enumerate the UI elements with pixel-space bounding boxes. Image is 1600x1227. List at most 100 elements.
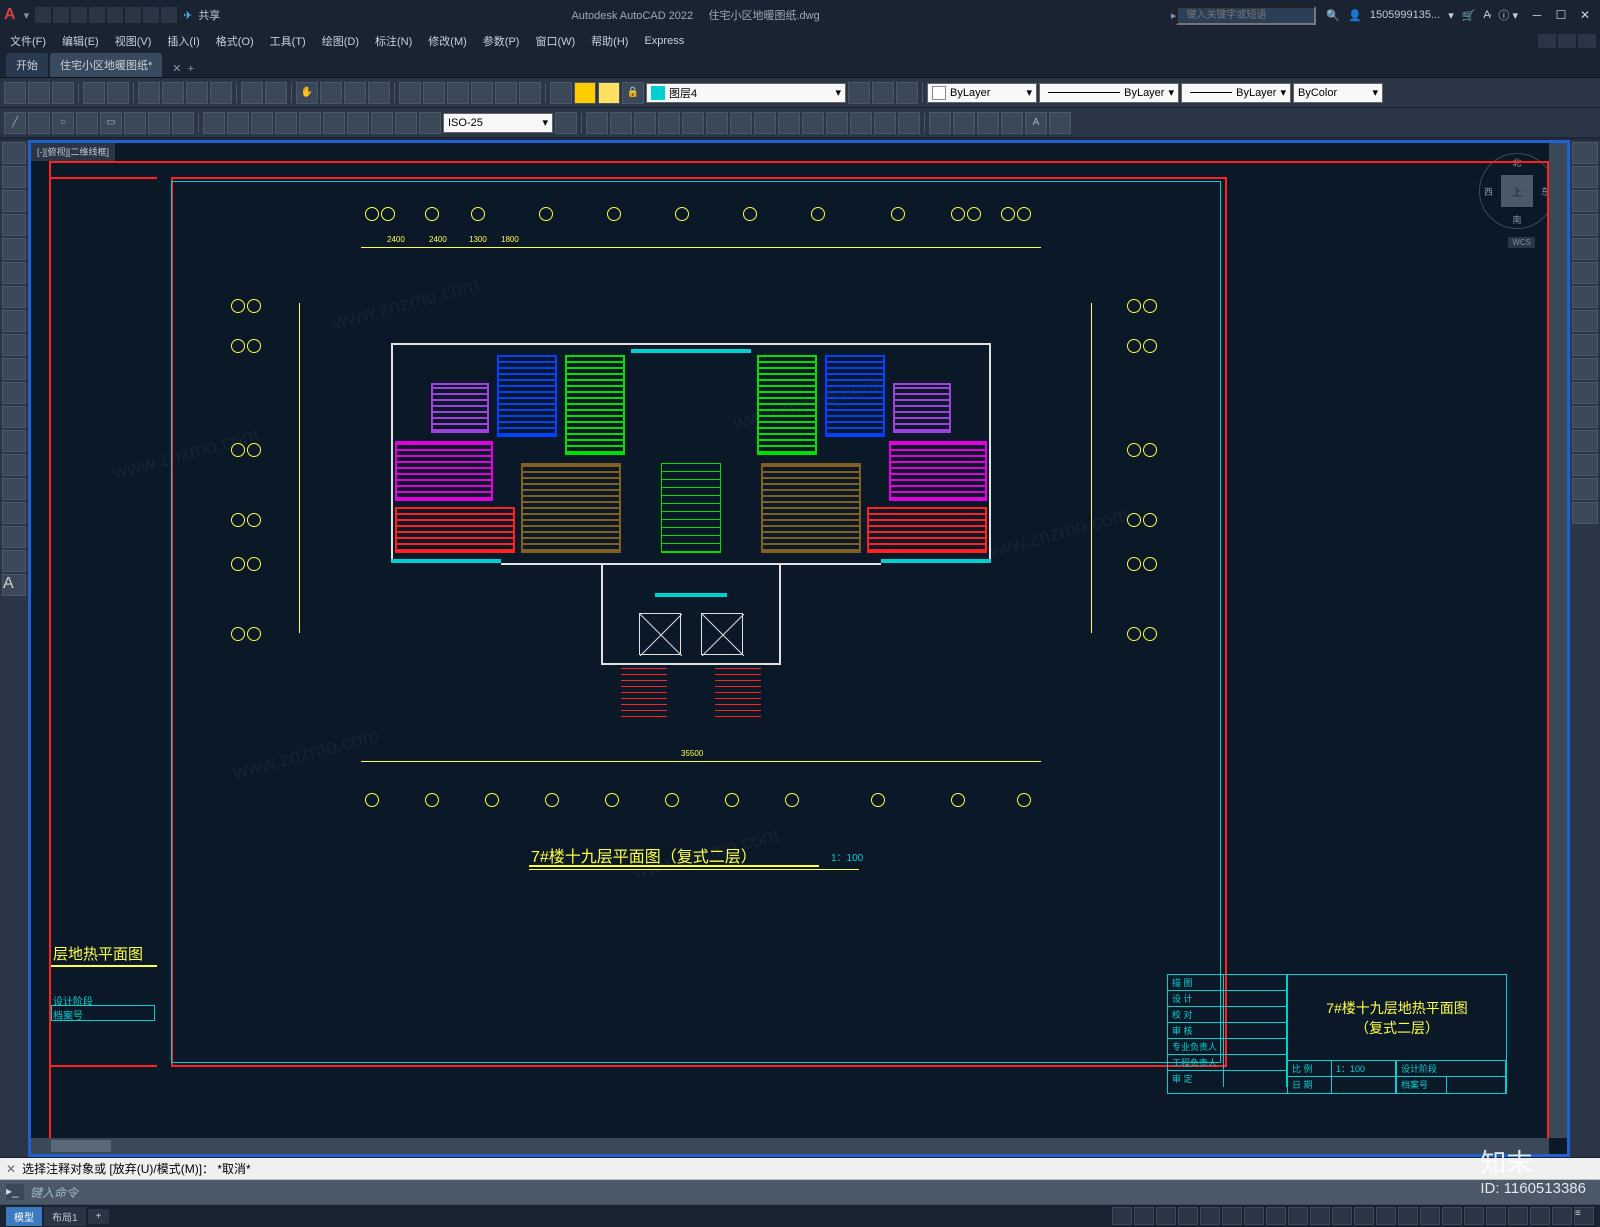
- mirror-icon[interactable]: [658, 112, 680, 134]
- paste-icon[interactable]: [186, 82, 208, 104]
- open-tool-icon[interactable]: [28, 82, 50, 104]
- join-icon[interactable]: [1572, 430, 1598, 452]
- array-icon[interactable]: [802, 112, 824, 134]
- stretch-icon[interactable]: [706, 112, 728, 134]
- dim-aligned-icon[interactable]: [227, 112, 249, 134]
- spline-icon[interactable]: [2, 334, 26, 356]
- isodraft-icon[interactable]: [1222, 1207, 1242, 1225]
- hatch2-icon[interactable]: [2, 478, 26, 500]
- cmd-close-icon[interactable]: ✕: [6, 1162, 16, 1176]
- hardware-icon[interactable]: [1530, 1207, 1550, 1225]
- lock-ui-icon[interactable]: [1486, 1207, 1506, 1225]
- otrack-icon[interactable]: [1288, 1207, 1308, 1225]
- rotate-icon[interactable]: [634, 112, 656, 134]
- plot-icon[interactable]: [125, 7, 141, 23]
- customize-icon[interactable]: ≡: [1574, 1207, 1594, 1225]
- move2-icon[interactable]: [1572, 262, 1598, 284]
- chamfer2-icon[interactable]: [1572, 454, 1598, 476]
- xline-icon[interactable]: [2, 166, 26, 188]
- mirror2-icon[interactable]: [1572, 190, 1598, 212]
- markup-icon[interactable]: [495, 82, 517, 104]
- transparency-icon[interactable]: [1332, 1207, 1352, 1225]
- region-icon[interactable]: [2, 526, 26, 548]
- props-icon[interactable]: [399, 82, 421, 104]
- polygon-icon[interactable]: [124, 112, 146, 134]
- share-icon[interactable]: ✈: [183, 9, 192, 22]
- layer-freeze-icon[interactable]: [598, 82, 620, 104]
- tab-add-button[interactable]: ✕ +: [164, 60, 202, 77]
- selcycle-icon[interactable]: [1354, 1207, 1374, 1225]
- ellipse2-icon[interactable]: [2, 358, 26, 380]
- zoomprev-icon[interactable]: [368, 82, 390, 104]
- layer-iso-icon[interactable]: [848, 82, 870, 104]
- open-icon[interactable]: [53, 7, 69, 23]
- user-icon[interactable]: 👤: [1348, 9, 1362, 22]
- layer-combo[interactable]: 图层4 ▾: [646, 83, 846, 103]
- circle-icon[interactable]: ○: [52, 112, 74, 134]
- preview-tool-icon[interactable]: [107, 82, 129, 104]
- plot-tool-icon[interactable]: [83, 82, 105, 104]
- grid-icon[interactable]: [1134, 1207, 1154, 1225]
- line2-icon[interactable]: [2, 142, 26, 164]
- mtext-icon[interactable]: [1049, 112, 1071, 134]
- menu-window[interactable]: 窗口(W): [529, 31, 581, 51]
- tab-start[interactable]: 开始: [6, 53, 48, 77]
- saveas-icon[interactable]: [89, 7, 105, 23]
- rotate2-icon[interactable]: [1572, 286, 1598, 308]
- layer-lock-icon[interactable]: 🔒: [622, 82, 644, 104]
- text-icon[interactable]: A: [1025, 112, 1047, 134]
- model-space-icon[interactable]: [1112, 1207, 1132, 1225]
- match-icon[interactable]: [210, 82, 232, 104]
- xref-icon[interactable]: [977, 112, 999, 134]
- copy-icon[interactable]: [162, 82, 184, 104]
- dimstyle-icon[interactable]: [555, 112, 577, 134]
- save-icon[interactable]: [71, 7, 87, 23]
- new-icon[interactable]: [35, 7, 51, 23]
- share-label[interactable]: 共享: [198, 7, 220, 23]
- table2-icon[interactable]: [2, 550, 26, 572]
- save-tool-icon[interactable]: [52, 82, 74, 104]
- annoscale-icon[interactable]: [1376, 1207, 1396, 1225]
- layer-match-icon[interactable]: [896, 82, 918, 104]
- dim-linear-icon[interactable]: [203, 112, 225, 134]
- centermark-icon[interactable]: [419, 112, 441, 134]
- menu-tools[interactable]: 工具(T): [264, 31, 312, 51]
- qprops-icon[interactable]: [1464, 1207, 1484, 1225]
- scale-icon[interactable]: [682, 112, 704, 134]
- copy2-icon[interactable]: [610, 112, 632, 134]
- insert-icon[interactable]: [953, 112, 975, 134]
- qat-dropdown-icon[interactable]: ▾: [24, 9, 30, 22]
- workspace-icon[interactable]: [1398, 1207, 1418, 1225]
- pline2-icon[interactable]: [2, 190, 26, 212]
- copy3-icon[interactable]: [1572, 166, 1598, 188]
- help-icon[interactable]: ⓘ ▾: [1498, 7, 1518, 23]
- tab-current-drawing[interactable]: 住宅小区地暖图纸*: [50, 53, 162, 77]
- maximize-button[interactable]: ☐: [1550, 6, 1572, 24]
- menu-parametric[interactable]: 参数(P): [477, 31, 526, 51]
- ellipse-icon[interactable]: [148, 112, 170, 134]
- color-combo[interactable]: ByLayer▾: [927, 83, 1037, 103]
- undo2-icon[interactable]: [241, 82, 263, 104]
- explode2-icon[interactable]: [1572, 502, 1598, 524]
- break-icon[interactable]: [1572, 406, 1598, 428]
- dim-continue-icon[interactable]: [323, 112, 345, 134]
- cut-icon[interactable]: [138, 82, 160, 104]
- polar-icon[interactable]: [1200, 1207, 1220, 1225]
- table-icon[interactable]: [1001, 112, 1023, 134]
- extend-icon[interactable]: [754, 112, 776, 134]
- v-scrollbar[interactable]: [1549, 143, 1567, 1138]
- units-icon[interactable]: [1442, 1207, 1462, 1225]
- isolate-icon[interactable]: [1508, 1207, 1528, 1225]
- block-icon[interactable]: [929, 112, 951, 134]
- search-input[interactable]: [1176, 6, 1316, 25]
- sheets-icon[interactable]: [471, 82, 493, 104]
- leader-icon[interactable]: [371, 112, 393, 134]
- cart-icon[interactable]: 🛒: [1462, 9, 1476, 22]
- arc-icon[interactable]: [76, 112, 98, 134]
- new-tool-icon[interactable]: [4, 82, 26, 104]
- rect-icon[interactable]: ▭: [100, 112, 122, 134]
- dim-diameter-icon[interactable]: [299, 112, 321, 134]
- minimize-button[interactable]: ─: [1526, 6, 1548, 24]
- mdi-max-icon[interactable]: [1558, 34, 1576, 48]
- fillet-icon[interactable]: [826, 112, 848, 134]
